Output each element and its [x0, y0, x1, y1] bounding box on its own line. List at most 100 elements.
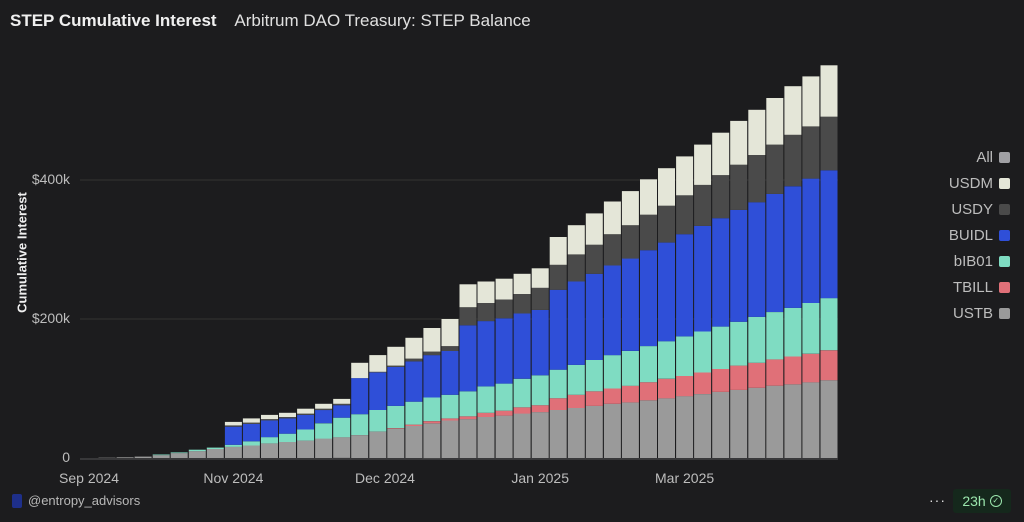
- bar-segment-usdm[interactable]: [730, 120, 748, 165]
- bar-segment-tbill[interactable]: [585, 391, 603, 406]
- bar-segment-bib01[interactable]: [766, 312, 784, 360]
- bar-segment-usdm[interactable]: [621, 191, 639, 226]
- bar-segment-tbill[interactable]: [748, 362, 766, 388]
- bar-segment-ustb[interactable]: [459, 419, 477, 458]
- refresh-badge[interactable]: 23h ✓: [953, 489, 1011, 513]
- bar-segment-ustb[interactable]: [621, 402, 639, 458]
- bar-segment-buidl[interactable]: [820, 170, 838, 299]
- bar-segment-usdm[interactable]: [387, 346, 405, 366]
- bar-segment-bib01[interactable]: [712, 326, 730, 369]
- bar-segment-buidl[interactable]: [387, 367, 405, 406]
- bar-segment-buidl[interactable]: [585, 273, 603, 360]
- bar-segment-usdy[interactable]: [694, 184, 712, 226]
- bar-segment-buidl[interactable]: [712, 218, 730, 327]
- bar-segment-buidl[interactable]: [531, 310, 549, 376]
- bar-segment-usdm[interactable]: [261, 414, 278, 420]
- bar-segment-buidl[interactable]: [640, 250, 657, 347]
- bar-segment-buidl[interactable]: [261, 420, 278, 438]
- legend-item-usdy[interactable]: USDY: [951, 200, 1010, 219]
- bar-segment-bib01[interactable]: [279, 433, 296, 442]
- bar-segment-buidl[interactable]: [567, 281, 585, 365]
- bar-segment-ustb[interactable]: [748, 387, 766, 458]
- legend-item-bib01[interactable]: bIB01: [954, 252, 1010, 271]
- bar-segment-buidl[interactable]: [441, 351, 459, 395]
- bar-segment-usdy[interactable]: [766, 144, 784, 194]
- bar-segment-usdy[interactable]: [730, 164, 748, 210]
- bar-segment-usdy[interactable]: [585, 244, 603, 274]
- bar-segment-ustb[interactable]: [315, 438, 333, 459]
- bar-segment-tbill[interactable]: [802, 353, 820, 383]
- bar-segment-usdy[interactable]: [676, 195, 694, 235]
- bar-segment-tbill[interactable]: [603, 388, 621, 404]
- bar-segment-bib01[interactable]: [730, 321, 748, 366]
- bar-segment-bib01[interactable]: [459, 391, 477, 417]
- bar-segment-tbill[interactable]: [676, 376, 694, 397]
- bar-segment-bib01[interactable]: [387, 405, 405, 429]
- bar-segment-usdm[interactable]: [820, 65, 838, 117]
- bar-segment-usdy[interactable]: [279, 417, 296, 419]
- legend-item-all[interactable]: All: [976, 148, 1010, 167]
- bar-segment-buidl[interactable]: [477, 321, 495, 387]
- bar-segment-usdm[interactable]: [585, 213, 603, 245]
- bar-segment-ustb[interactable]: [640, 400, 657, 458]
- bar-segment-usdm[interactable]: [694, 144, 712, 185]
- bar-segment-usdy[interactable]: [242, 422, 260, 424]
- bar-segment-usdy[interactable]: [333, 403, 351, 406]
- bar-segment-buidl[interactable]: [676, 234, 694, 337]
- bar-segment-tbill[interactable]: [730, 365, 748, 390]
- bar-segment-ustb[interactable]: [134, 456, 152, 458]
- bar-segment-bib01[interactable]: [477, 386, 495, 413]
- bar-segment-tbill[interactable]: [640, 382, 657, 401]
- bar-segment-usdy[interactable]: [603, 234, 621, 266]
- bar-segment-bib01[interactable]: [676, 336, 694, 376]
- bar-segment-buidl[interactable]: [621, 258, 639, 351]
- bar-segment-ustb[interactable]: [549, 410, 567, 458]
- bar-segment-usdm[interactable]: [531, 268, 549, 288]
- bar-segment-ustb[interactable]: [297, 440, 315, 458]
- bar-segment-ustb[interactable]: [224, 446, 242, 458]
- bar-segment-ustb[interactable]: [676, 396, 694, 458]
- bar-segment-bib01[interactable]: [224, 444, 242, 447]
- bar-segment-tbill[interactable]: [405, 424, 423, 426]
- bar-segment-usdy[interactable]: [513, 294, 531, 314]
- bar-segment-usdm[interactable]: [297, 408, 315, 414]
- bar-segment-usdm[interactable]: [748, 109, 766, 155]
- bar-segment-usdm[interactable]: [603, 201, 621, 235]
- bar-segment-ustb[interactable]: [188, 451, 206, 458]
- bar-segment-bib01[interactable]: [513, 378, 531, 408]
- bar-segment-tbill[interactable]: [658, 378, 675, 399]
- bar-segment-usdy[interactable]: [459, 307, 477, 326]
- legend-item-usdm[interactable]: USDM: [949, 174, 1010, 193]
- bar-segment-buidl[interactable]: [603, 265, 621, 356]
- bar-segment-usdm[interactable]: [712, 132, 730, 176]
- bar-segment-usdm[interactable]: [279, 412, 296, 417]
- bar-segment-ustb[interactable]: [567, 408, 585, 458]
- legend-item-ustb[interactable]: USTB: [953, 304, 1010, 323]
- bar-segment-buidl[interactable]: [279, 418, 296, 434]
- bar-segment-buidl[interactable]: [784, 186, 802, 308]
- bar-segment-tbill[interactable]: [621, 385, 639, 403]
- bar-segment-ustb[interactable]: [820, 380, 838, 458]
- bar-segment-ustb[interactable]: [441, 420, 459, 459]
- bar-segment-ustb[interactable]: [152, 455, 170, 458]
- bar-segment-tbill[interactable]: [387, 428, 405, 429]
- bar-segment-usdy[interactable]: [784, 134, 802, 187]
- bar-segment-tbill[interactable]: [712, 369, 730, 392]
- bar-segment-ustb[interactable]: [405, 426, 423, 458]
- bar-segment-ustb[interactable]: [694, 394, 712, 458]
- bar-segment-tbill[interactable]: [784, 356, 802, 385]
- bar-segment-buidl[interactable]: [694, 225, 712, 332]
- bar-segment-bib01[interactable]: [261, 437, 278, 444]
- bar-segment-usdy[interactable]: [387, 365, 405, 367]
- bar-segment-tbill[interactable]: [477, 412, 495, 417]
- bar-segment-bib01[interactable]: [351, 414, 369, 435]
- bar-segment-usdy[interactable]: [224, 425, 242, 427]
- bar-segment-buidl[interactable]: [802, 178, 820, 303]
- bar-segment-bib01[interactable]: [820, 298, 838, 351]
- bar-segment-bib01[interactable]: [748, 316, 766, 363]
- bar-segment-usdy[interactable]: [369, 371, 387, 373]
- bar-segment-buidl[interactable]: [315, 410, 333, 424]
- bar-segment-buidl[interactable]: [459, 325, 477, 392]
- bar-segment-usdm[interactable]: [784, 86, 802, 135]
- bar-segment-ustb[interactable]: [116, 457, 134, 458]
